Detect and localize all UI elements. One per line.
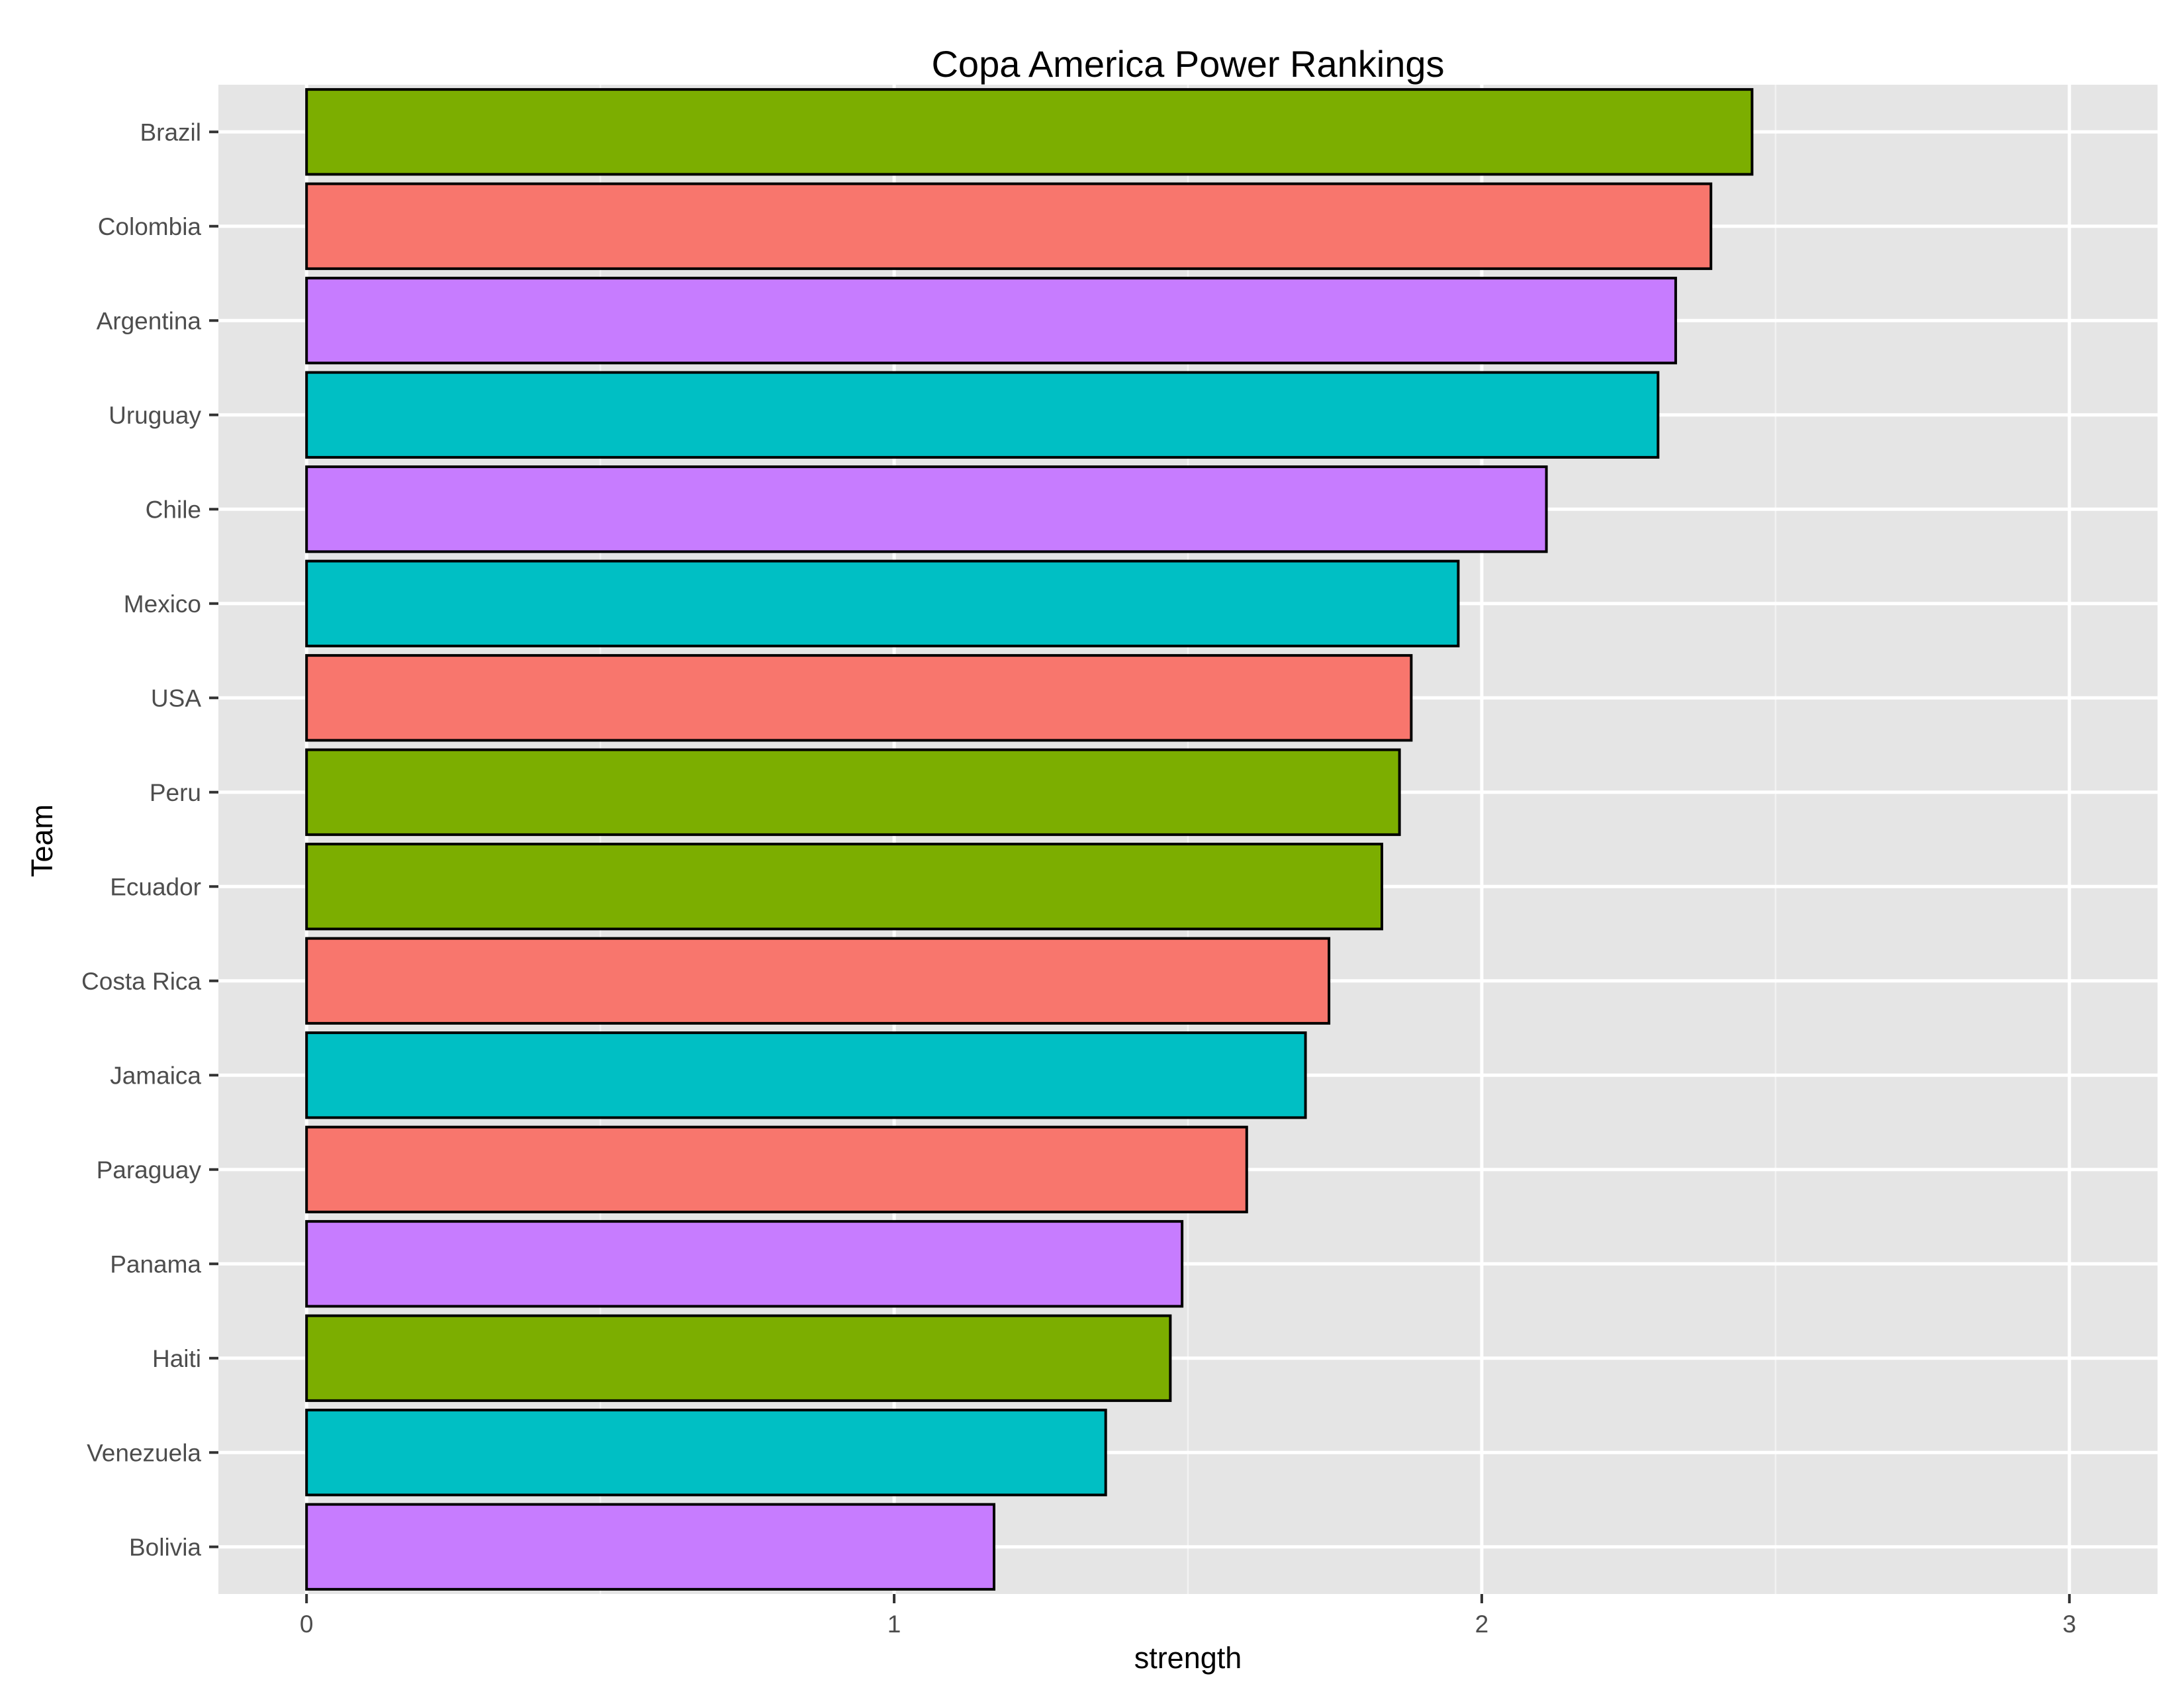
y-axis: Brazil Colombia Argentina Uruguay Chile Mexic… [81,118,218,1561]
bar [305,1220,1184,1308]
y-tick-label: Peru [150,779,201,806]
bar [305,277,1677,365]
y-tick-label: Bolivia [129,1534,201,1561]
bar [305,1409,1107,1497]
bars [305,88,1754,1591]
y-tick-label: Ecuador [110,873,201,900]
y-tick-label: Panama [110,1250,201,1278]
bar [305,559,1460,647]
bar [305,1503,996,1591]
y-axis-title: Team [25,804,59,877]
x-tick-label: 3 [2063,1611,2077,1638]
bar [305,88,1754,176]
y-tick-label: Colombia [98,213,202,240]
y-tick-label: Paraguay [97,1156,202,1184]
y-tick-label: USA [151,684,201,712]
x-axis: 0 1 2 3 [300,1594,2076,1638]
bar [305,843,1384,931]
bar [305,748,1401,836]
x-tick-label: 0 [300,1611,314,1638]
x-tick-label: 2 [1475,1611,1489,1638]
y-tick-label: Mexico [124,590,201,618]
x-axis-title: strength [1134,1641,1242,1675]
y-tick-label: Haiti [152,1345,201,1372]
y-tick-label: Venezuela [87,1439,201,1466]
y-tick-label: Jamaica [110,1062,201,1089]
bar [305,1031,1307,1119]
bar [305,371,1660,459]
bar [305,182,1713,270]
y-tick-label: Costa Rica [81,968,201,995]
x-tick-label: 1 [887,1611,901,1638]
y-tick-label: Argentina [97,307,202,334]
bar [305,465,1548,553]
y-tick-label: Brazil [140,118,201,146]
y-tick-label: Uruguay [109,402,201,429]
y-tick-label: Chile [146,496,201,523]
bar [305,937,1331,1025]
bar [305,1314,1172,1402]
bar [305,1125,1248,1213]
chart-title: Copa America Power Rankings [931,43,1444,85]
bar [305,654,1413,742]
